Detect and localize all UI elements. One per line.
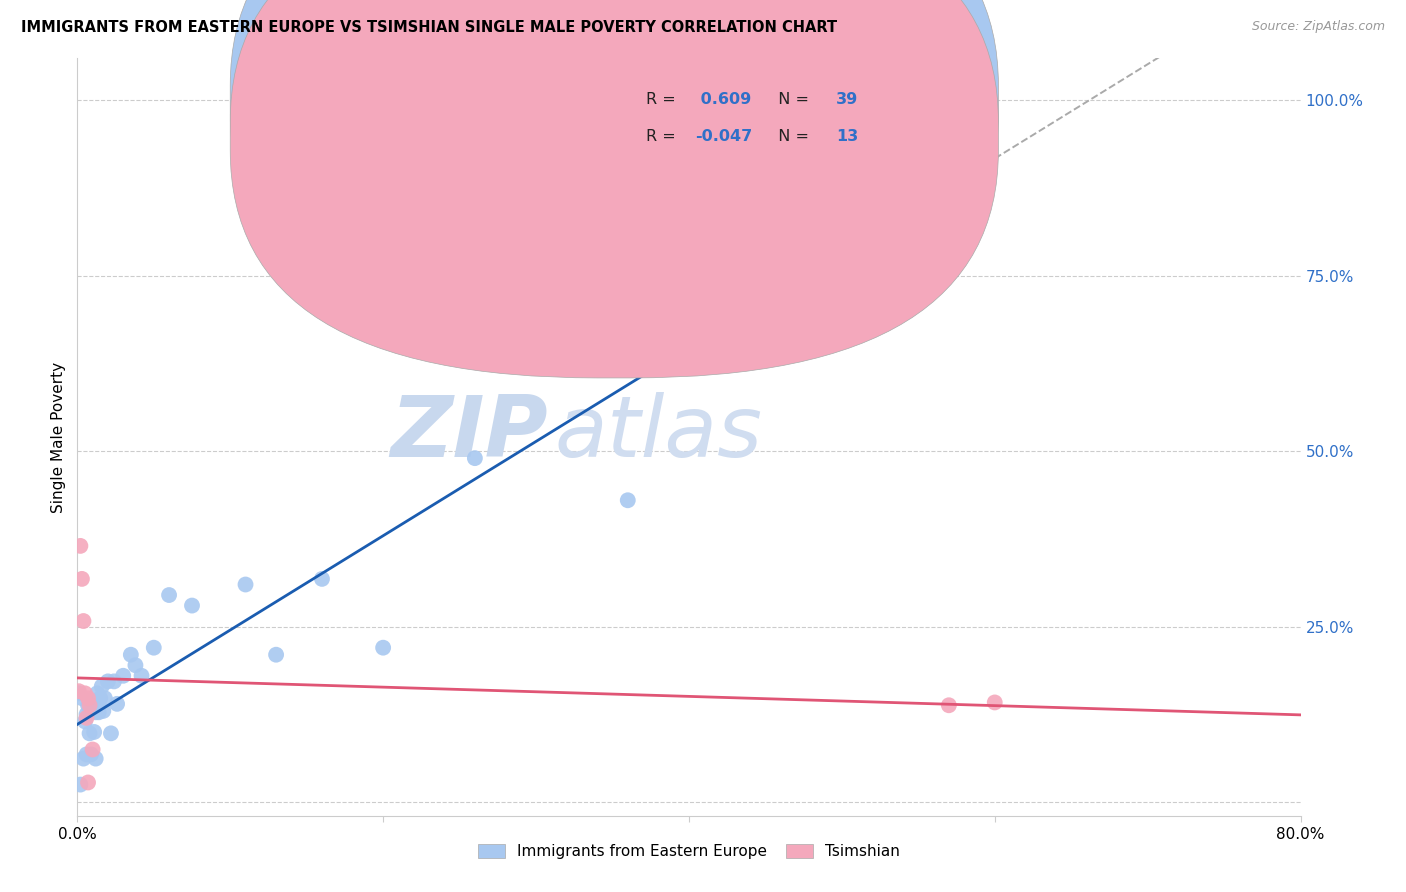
Point <box>235 577 257 591</box>
Text: IMMIGRANTS FROM EASTERN EUROPE VS TSIMSHIAN SINGLE MALE POVERTY CORRELATION CHAR: IMMIGRANTS FROM EASTERN EUROPE VS TSIMSH… <box>21 20 837 35</box>
Point <box>94 691 117 706</box>
Point <box>73 686 96 700</box>
Point <box>89 691 111 706</box>
Text: R =: R = <box>647 92 681 107</box>
Point <box>69 778 91 792</box>
Text: 39: 39 <box>835 92 858 107</box>
Point <box>82 742 104 756</box>
Point <box>181 599 204 613</box>
Point <box>77 775 100 789</box>
Point <box>76 711 98 725</box>
Point <box>69 539 91 553</box>
Point <box>87 706 110 720</box>
Point <box>79 726 101 740</box>
Point <box>103 674 125 689</box>
Text: Source: ZipAtlas.com: Source: ZipAtlas.com <box>1251 20 1385 33</box>
FancyBboxPatch shape <box>231 0 998 378</box>
Point <box>72 751 94 765</box>
Text: 0.609: 0.609 <box>695 92 751 107</box>
Point <box>97 674 120 689</box>
Point <box>86 686 108 700</box>
Point <box>90 679 112 693</box>
Text: ZIP: ZIP <box>391 392 548 475</box>
Text: -0.047: -0.047 <box>695 128 752 144</box>
Point <box>264 648 287 662</box>
Point <box>72 614 94 628</box>
Point <box>112 669 135 683</box>
Point <box>70 691 93 706</box>
Point <box>73 714 96 729</box>
Text: N =: N = <box>769 128 814 144</box>
FancyBboxPatch shape <box>231 0 998 342</box>
Point <box>142 640 165 655</box>
Text: N =: N = <box>769 92 814 107</box>
Point <box>84 706 107 720</box>
Point <box>120 648 142 662</box>
Point <box>70 572 93 586</box>
Legend: Immigrants from Eastern Europe, Tsimshian: Immigrants from Eastern Europe, Tsimshia… <box>471 838 907 865</box>
Point <box>77 698 100 713</box>
Point <box>311 572 333 586</box>
Point <box>105 697 128 711</box>
Point <box>77 691 100 706</box>
Point <box>157 588 180 602</box>
Point <box>617 493 640 508</box>
Point <box>922 100 945 114</box>
Text: R =: R = <box>647 128 681 144</box>
Point <box>79 698 101 713</box>
Point <box>80 704 103 718</box>
Point <box>131 669 153 683</box>
Point <box>938 698 960 713</box>
FancyBboxPatch shape <box>579 65 853 168</box>
Y-axis label: Single Male Poverty: Single Male Poverty <box>51 361 66 513</box>
Point <box>80 747 103 762</box>
Point <box>100 726 122 740</box>
Point <box>371 640 394 655</box>
Point <box>984 696 1007 710</box>
Point <box>464 451 486 466</box>
Point <box>82 697 104 711</box>
Point <box>124 658 146 673</box>
Point <box>84 751 107 765</box>
Point <box>76 747 98 762</box>
Point <box>76 707 98 722</box>
Text: atlas: atlas <box>554 392 762 475</box>
Point <box>91 704 114 718</box>
Point <box>67 684 90 698</box>
Text: 13: 13 <box>835 128 858 144</box>
Point <box>83 725 105 739</box>
Point <box>67 686 90 700</box>
